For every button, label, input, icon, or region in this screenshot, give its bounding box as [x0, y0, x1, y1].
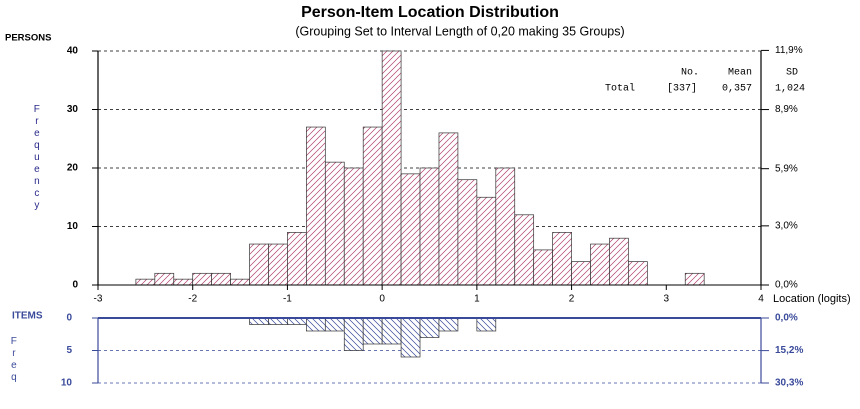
bar [249, 243, 269, 286]
y-tick-label: 40 [67, 46, 79, 57]
bar [381, 50, 402, 286]
bar [173, 278, 194, 286]
x-tick-label: 3 [664, 294, 670, 305]
summary-cell: 1,024 [775, 84, 805, 95]
bar [211, 272, 231, 286]
bar [306, 317, 326, 332]
bar [457, 179, 478, 286]
bar [438, 317, 459, 332]
bar [343, 317, 364, 351]
y-label: ITEMS [12, 311, 43, 322]
bar [438, 132, 459, 286]
bar [362, 317, 383, 345]
bar [324, 317, 345, 332]
y-tick-label: 30 [67, 104, 79, 115]
y-axis-title: Frequency [31, 104, 42, 212]
y-label: PERSONS [5, 33, 51, 44]
bar [306, 126, 326, 286]
bar [287, 232, 307, 286]
y2-tick-label: 5,9% [775, 163, 798, 174]
bar [476, 317, 497, 332]
x-tick-label: 2 [569, 294, 575, 305]
y2-tick-label: 8,9% [775, 104, 798, 115]
y-tick-label: 0 [66, 313, 72, 324]
bar [381, 317, 402, 345]
y-tick-label: 5 [66, 345, 72, 356]
y2-tick-label: 3,0% [775, 220, 798, 231]
bar [324, 161, 345, 286]
y2-tick-label: 11,9% [775, 45, 803, 56]
bar [590, 243, 610, 286]
chart-subtitle: (Grouping Set to Interval Length of 0,20… [295, 24, 624, 38]
bar [135, 278, 156, 286]
y-axis-title: Freq [8, 336, 19, 384]
y-tick-label: 10 [61, 378, 73, 389]
bar [230, 278, 250, 286]
bar [571, 261, 591, 286]
bar [400, 173, 421, 286]
summary-header: Mean [728, 68, 752, 79]
bar [533, 249, 553, 286]
bar [268, 243, 288, 286]
y-tick-label: 20 [67, 163, 79, 174]
chart-title: Person-Item Location Distribution [301, 4, 559, 21]
y2-tick-label: 15,2% [775, 345, 803, 356]
bar [154, 272, 175, 286]
bar [609, 237, 629, 286]
x-tick-label: 1 [474, 294, 480, 305]
x-tick-label: -2 [188, 294, 197, 305]
bar [552, 232, 572, 286]
y-tick-label: 0 [72, 280, 78, 291]
bar [343, 167, 364, 286]
bar [192, 272, 213, 286]
bar [362, 126, 383, 286]
y2-tick-label: 0,0% [775, 280, 798, 291]
y2-tick-label: 30,3% [775, 378, 803, 389]
x-label: Location (logits) [773, 293, 851, 305]
bar [495, 167, 516, 286]
bar [628, 261, 648, 286]
bar [514, 214, 535, 286]
summary-cell: 0,357 [722, 84, 752, 95]
x-tick-label: 4 [758, 294, 764, 305]
summary-row-label: Total [605, 83, 635, 95]
bar [684, 272, 705, 286]
x-tick-label: -1 [283, 294, 292, 305]
bar [476, 196, 497, 286]
y-tick-label: 10 [67, 221, 79, 232]
x-tick-label: 0 [379, 294, 385, 305]
summary-header: SD [786, 68, 798, 79]
summary-header: No. [681, 68, 699, 79]
bar [419, 167, 440, 286]
x-tick-label: -3 [94, 294, 103, 305]
bar [419, 317, 440, 338]
y2-tick-label: 0,0% [775, 313, 798, 324]
summary-cell: [337] [667, 83, 697, 95]
bar [400, 317, 421, 358]
